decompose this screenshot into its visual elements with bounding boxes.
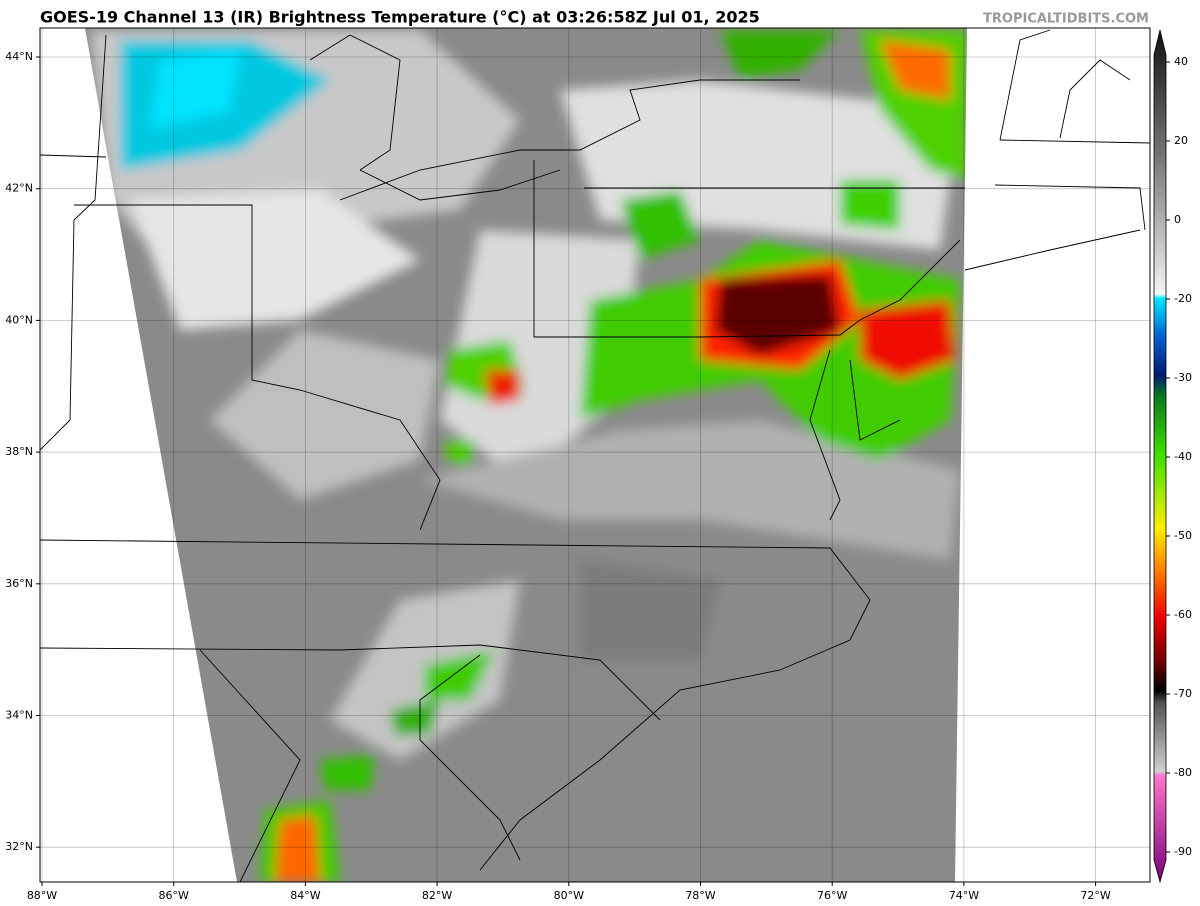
colorbar-label: -30 [1174,371,1192,384]
lon-label: 84°W [290,889,320,902]
lat-label: 40°N [5,313,33,326]
colorbar-scale [1153,29,1167,884]
colorbar-label: -60 [1174,608,1192,621]
colorbar-label: -50 [1174,529,1192,542]
lon-label: 72°W [1080,889,1110,902]
lat-label: 38°N [5,445,33,458]
map-frame [39,27,1151,883]
colorbar-label: 0 [1174,213,1181,226]
lon-label: 88°W [27,889,57,902]
colorbar-label: -20 [1174,292,1192,305]
colorbar-label: -90 [1174,845,1192,858]
borders [40,29,1150,882]
colorbar-label: -80 [1174,766,1192,779]
watermark: TROPICALTIDBITS.COM [983,12,1149,27]
lon-label: 76°W [817,889,847,902]
colorbar-label: 20 [1174,134,1188,147]
lat-label: 42°N [5,182,33,195]
satellite-imagery [85,28,967,882]
lon-label: 82°W [422,889,452,902]
colorbar-label: -70 [1174,687,1192,700]
title: GOES-19 Channel 13 (IR) Brightness Tempe… [40,8,760,27]
colorbar-label: -40 [1174,450,1192,463]
lon-label: 78°W [685,889,715,902]
lon-label: 74°W [949,889,979,902]
graticule [40,28,1150,882]
lat-label: 36°N [5,577,33,590]
colorbar: 40 20 0 -20 -30 -40 -50 -60 -70 -80 -90 [1153,29,1192,884]
lat-label: 32°N [5,840,33,853]
lon-label: 80°W [554,889,584,902]
lat-label: 44°N [5,50,33,63]
lon-label: 86°W [159,889,189,902]
colorbar-label: 40 [1174,55,1188,68]
lat-label: 34°N [5,709,33,722]
map [40,28,1150,882]
